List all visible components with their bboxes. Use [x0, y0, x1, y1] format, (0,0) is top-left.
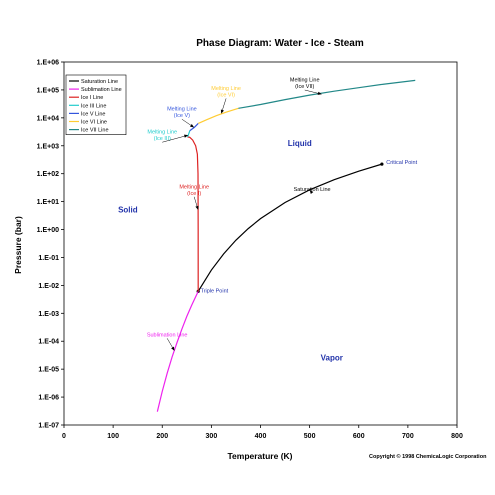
- annotation-label: Saturation Line: [294, 187, 331, 193]
- series-ice-i-line: [187, 136, 199, 292]
- y-axis-label: Pressure (bar): [13, 216, 23, 274]
- y-tick-label: 1.E-01: [38, 255, 59, 262]
- x-tick-label: 600: [353, 433, 365, 440]
- y-tick-label: 1.E-06: [38, 395, 59, 402]
- legend-entry: Ice V Line: [81, 111, 105, 117]
- series-sublimation-line: [156, 291, 199, 412]
- annotation-arrow: [193, 196, 198, 207]
- y-tick-label: 1.E+06: [37, 60, 59, 67]
- legend-entry: Ice VI Line: [81, 120, 107, 126]
- y-tick-label: 1.E-04: [38, 339, 59, 346]
- y-tick-label: 1.E+01: [37, 199, 59, 206]
- region-label-liquid: Liquid: [288, 139, 312, 148]
- arrow-head: [220, 109, 224, 114]
- annotation-label: Sublimation Line: [147, 332, 188, 338]
- x-tick-label: 300: [206, 433, 218, 440]
- chart-legend: Saturation Line Sublimation Line Ice I Lin…: [65, 74, 127, 136]
- y-tick-label: 1.E+00: [37, 227, 59, 234]
- x-tick-label: 500: [304, 433, 316, 440]
- arrow-head: [317, 91, 322, 95]
- y-tick-label: 1.E-03: [38, 311, 59, 318]
- legend-entry: Ice III Line: [81, 103, 106, 109]
- legend-entry: Ice I Line: [81, 95, 103, 101]
- region-layer: Solid Liquid Vapor: [118, 139, 343, 363]
- y-tick-label: 1.E+04: [37, 115, 59, 122]
- y-axis-ticks: 1.E-07 1.E-06 1.E-05 1.E-04 1.E-03 1.E-02 1.E-…: [37, 60, 64, 430]
- annotation-arrow: [304, 89, 319, 94]
- annotation-arrow: [181, 119, 192, 126]
- arrow-head: [189, 123, 195, 128]
- x-tick-label: 700: [402, 433, 414, 440]
- series-ice-vi-line: [198, 107, 239, 124]
- copyright-text: Copyright © 1998 ChemicaLogic Corporatio…: [369, 453, 487, 460]
- region-label-vapor: Vapor: [321, 354, 343, 363]
- series-ice-vii-line: [238, 79, 416, 109]
- annotation-label: Triple Point: [201, 289, 229, 295]
- x-tick-label: 0: [62, 433, 66, 440]
- annotation-label: Critical Point: [386, 160, 417, 166]
- annotation-layer: Saturation Line Melting Line (Ice I) Meltin…: [147, 78, 418, 351]
- y-tick-label: 1.E+05: [37, 87, 59, 94]
- series-ice-v-line: [189, 123, 199, 132]
- arrow-head: [309, 189, 314, 194]
- annotation-label: Melting Line (Ice III): [147, 130, 177, 143]
- annotation-arrow: [222, 98, 227, 111]
- arrow-head: [171, 346, 175, 351]
- y-tick-label: 1.E-07: [38, 423, 59, 430]
- series-ice-iii-line: [186, 130, 191, 138]
- x-tick-label: 100: [107, 433, 119, 440]
- annotation-label: Melting Line (Ice VII): [290, 78, 320, 91]
- annotation-label: Melting Line (Ice VI): [211, 86, 241, 99]
- chart-title: Phase Diagram: Water - Ice - Steam: [196, 38, 364, 49]
- x-tick-label: 200: [156, 433, 168, 440]
- series-layer: [156, 79, 416, 412]
- annotation-label: Melting Line (Ice V): [167, 107, 197, 120]
- y-tick-label: 1.E+02: [37, 171, 59, 178]
- arrow-head: [184, 134, 189, 138]
- point-marker: [380, 162, 384, 166]
- arrow-head: [195, 205, 199, 211]
- legend-entry: Sublimation Line: [81, 87, 122, 93]
- legend-entry: Ice VII Line: [81, 128, 109, 134]
- annotation-arrow: [162, 135, 185, 143]
- x-axis-label: Temperature (K): [227, 451, 292, 461]
- x-tick-label: 800: [451, 433, 463, 440]
- y-tick-label: 1.E-05: [38, 367, 59, 374]
- annotation-label: Melting Line (Ice I): [179, 184, 209, 197]
- annotation-arrow: [166, 338, 173, 348]
- x-axis-ticks: 0 100 200 300 400 500 600 700 800: [62, 425, 463, 440]
- x-tick-label: 400: [255, 433, 267, 440]
- y-tick-label: 1.E+03: [37, 143, 59, 150]
- y-tick-label: 1.E-02: [38, 283, 59, 290]
- series-saturation-line: [197, 163, 383, 292]
- region-label-solid: Solid: [118, 206, 138, 215]
- legend-entry: Saturation Line: [81, 79, 118, 85]
